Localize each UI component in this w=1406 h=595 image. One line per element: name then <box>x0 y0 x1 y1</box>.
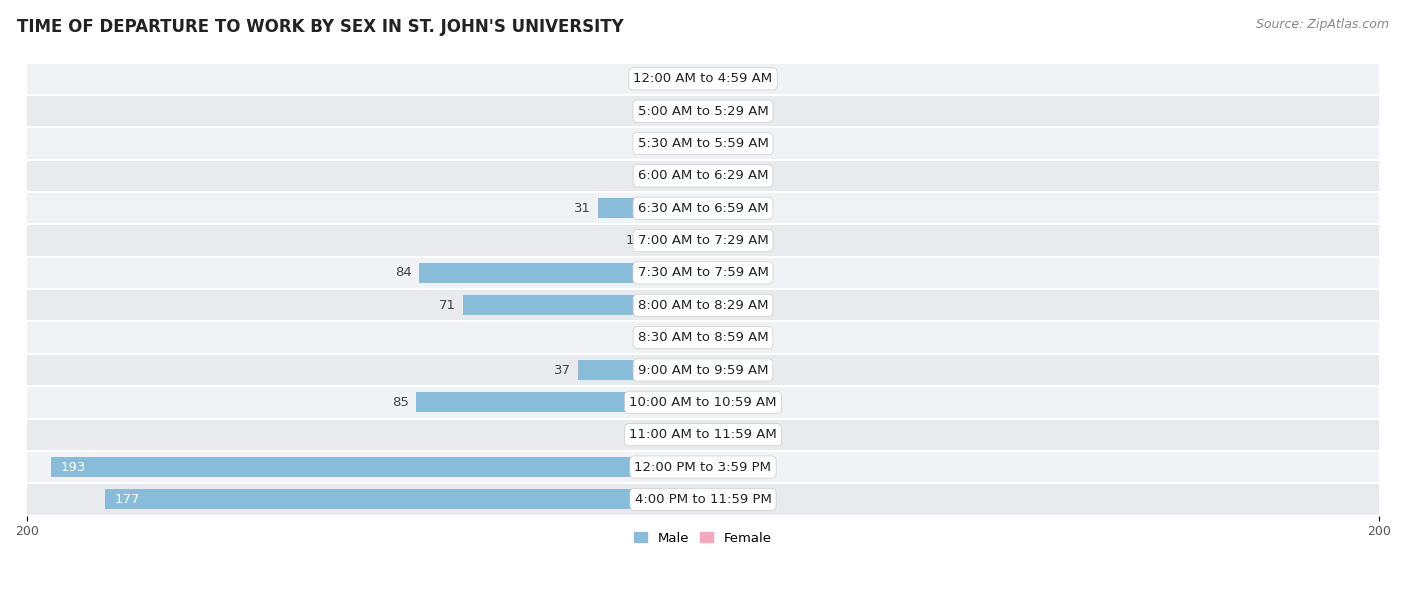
Text: 10: 10 <box>645 428 662 441</box>
Bar <box>27 386 1379 418</box>
Bar <box>703 263 754 283</box>
Bar <box>703 133 754 154</box>
Text: 13: 13 <box>636 72 652 85</box>
Bar <box>27 62 1379 95</box>
Text: 0: 0 <box>761 137 769 150</box>
Bar <box>598 198 703 218</box>
Text: 16: 16 <box>626 234 643 247</box>
Bar <box>703 295 754 315</box>
Bar <box>27 321 1379 354</box>
Bar <box>703 360 754 380</box>
Text: 4:00 PM to 11:59 PM: 4:00 PM to 11:59 PM <box>634 493 772 506</box>
Text: 6:30 AM to 6:59 AM: 6:30 AM to 6:59 AM <box>638 202 768 215</box>
Bar <box>27 224 1379 257</box>
Text: 4: 4 <box>675 331 683 344</box>
Text: 5:00 AM to 5:29 AM: 5:00 AM to 5:29 AM <box>638 105 768 118</box>
Bar <box>650 230 703 250</box>
Text: 6:00 AM to 6:29 AM: 6:00 AM to 6:29 AM <box>638 170 768 182</box>
Text: 12:00 PM to 3:59 PM: 12:00 PM to 3:59 PM <box>634 461 772 474</box>
Bar <box>703 392 754 412</box>
Text: 12:00 AM to 4:59 AM: 12:00 AM to 4:59 AM <box>634 72 772 85</box>
Bar <box>578 360 703 380</box>
Bar <box>27 451 1379 483</box>
Text: 8:30 AM to 8:59 AM: 8:30 AM to 8:59 AM <box>638 331 768 344</box>
Bar <box>669 425 703 444</box>
Bar <box>703 101 754 121</box>
Bar <box>27 257 1379 289</box>
Text: 31: 31 <box>575 202 592 215</box>
Text: 85: 85 <box>392 396 409 409</box>
Text: 0: 0 <box>761 105 769 118</box>
Bar <box>419 263 703 283</box>
Text: 0: 0 <box>761 202 769 215</box>
Bar <box>104 490 703 509</box>
Bar <box>416 392 703 412</box>
Bar <box>27 483 1379 516</box>
Bar <box>27 289 1379 321</box>
Bar <box>672 166 703 186</box>
Text: 9:00 AM to 9:59 AM: 9:00 AM to 9:59 AM <box>638 364 768 377</box>
Bar <box>703 490 754 509</box>
Bar <box>659 69 703 89</box>
Text: 7:30 AM to 7:59 AM: 7:30 AM to 7:59 AM <box>637 267 769 280</box>
Bar <box>703 457 754 477</box>
Text: 84: 84 <box>395 267 412 280</box>
Text: 5: 5 <box>671 137 679 150</box>
Bar <box>703 230 754 250</box>
Text: 11: 11 <box>761 461 778 474</box>
Text: 0: 0 <box>761 364 769 377</box>
Text: 0: 0 <box>761 331 769 344</box>
Text: 10:00 AM to 10:59 AM: 10:00 AM to 10:59 AM <box>630 396 776 409</box>
Bar <box>27 418 1379 451</box>
Text: 5:30 AM to 5:59 AM: 5:30 AM to 5:59 AM <box>637 137 769 150</box>
Legend: Male, Female: Male, Female <box>628 526 778 550</box>
Text: 0: 0 <box>761 396 769 409</box>
Text: 2: 2 <box>761 299 769 312</box>
Bar <box>689 328 703 347</box>
Bar <box>703 425 754 444</box>
Bar <box>703 69 754 89</box>
Text: 177: 177 <box>115 493 141 506</box>
Text: 7:00 AM to 7:29 AM: 7:00 AM to 7:29 AM <box>638 234 768 247</box>
Text: 6: 6 <box>761 234 769 247</box>
Text: 5: 5 <box>671 105 679 118</box>
Text: 0: 0 <box>761 170 769 182</box>
Bar <box>27 95 1379 127</box>
Bar <box>27 127 1379 159</box>
Text: 8:00 AM to 8:29 AM: 8:00 AM to 8:29 AM <box>638 299 768 312</box>
Bar <box>463 295 703 315</box>
Text: Source: ZipAtlas.com: Source: ZipAtlas.com <box>1256 18 1389 31</box>
Bar <box>27 354 1379 386</box>
Bar <box>703 166 754 186</box>
Text: 0: 0 <box>761 72 769 85</box>
Text: 71: 71 <box>439 299 456 312</box>
Bar <box>27 159 1379 192</box>
Text: 0: 0 <box>761 493 769 506</box>
Text: 0: 0 <box>761 267 769 280</box>
Bar <box>703 328 754 347</box>
Text: 0: 0 <box>761 428 769 441</box>
Text: 193: 193 <box>60 461 86 474</box>
Bar <box>686 133 703 154</box>
Text: 11:00 AM to 11:59 AM: 11:00 AM to 11:59 AM <box>628 428 778 441</box>
Text: 9: 9 <box>658 170 666 182</box>
Bar <box>51 457 703 477</box>
Text: TIME OF DEPARTURE TO WORK BY SEX IN ST. JOHN'S UNIVERSITY: TIME OF DEPARTURE TO WORK BY SEX IN ST. … <box>17 18 624 36</box>
Bar <box>686 101 703 121</box>
Text: 37: 37 <box>554 364 571 377</box>
Bar <box>703 198 754 218</box>
Bar <box>27 192 1379 224</box>
